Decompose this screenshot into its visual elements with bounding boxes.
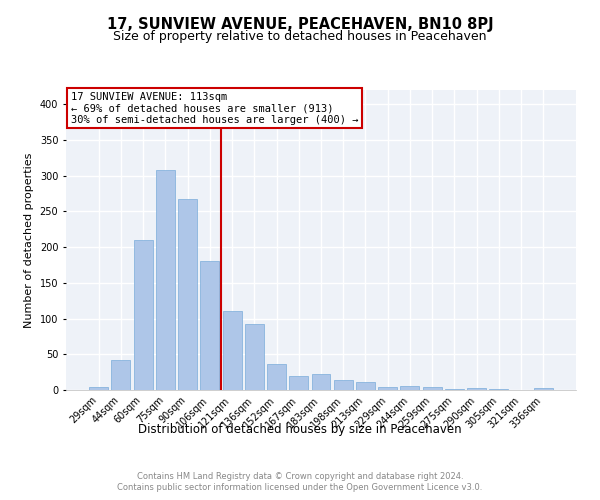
Bar [156, 170, 175, 390]
Text: Size of property relative to detached houses in Peacehaven: Size of property relative to detached ho… [113, 30, 487, 43]
Bar [400, 386, 419, 390]
Bar [423, 387, 442, 390]
Text: Contains HM Land Registry data © Crown copyright and database right 2024.: Contains HM Land Registry data © Crown c… [137, 472, 463, 481]
Bar [267, 364, 286, 390]
Bar [467, 388, 486, 390]
Bar [311, 374, 331, 390]
Bar [534, 388, 553, 390]
Bar [89, 387, 108, 390]
Bar [134, 240, 152, 390]
Text: 17 SUNVIEW AVENUE: 113sqm
← 69% of detached houses are smaller (913)
30% of semi: 17 SUNVIEW AVENUE: 113sqm ← 69% of detac… [71, 92, 359, 124]
Bar [112, 360, 130, 390]
Text: Contains public sector information licensed under the Open Government Licence v3: Contains public sector information licen… [118, 483, 482, 492]
Y-axis label: Number of detached properties: Number of detached properties [24, 152, 34, 328]
Bar [245, 324, 264, 390]
Bar [200, 262, 219, 390]
Bar [490, 388, 508, 390]
Bar [289, 376, 308, 390]
Bar [356, 382, 375, 390]
Bar [445, 388, 464, 390]
Bar [223, 312, 242, 390]
Text: Distribution of detached houses by size in Peacehaven: Distribution of detached houses by size … [138, 422, 462, 436]
Bar [178, 198, 197, 390]
Bar [334, 380, 353, 390]
Text: 17, SUNVIEW AVENUE, PEACEHAVEN, BN10 8PJ: 17, SUNVIEW AVENUE, PEACEHAVEN, BN10 8PJ [107, 18, 493, 32]
Bar [378, 387, 397, 390]
